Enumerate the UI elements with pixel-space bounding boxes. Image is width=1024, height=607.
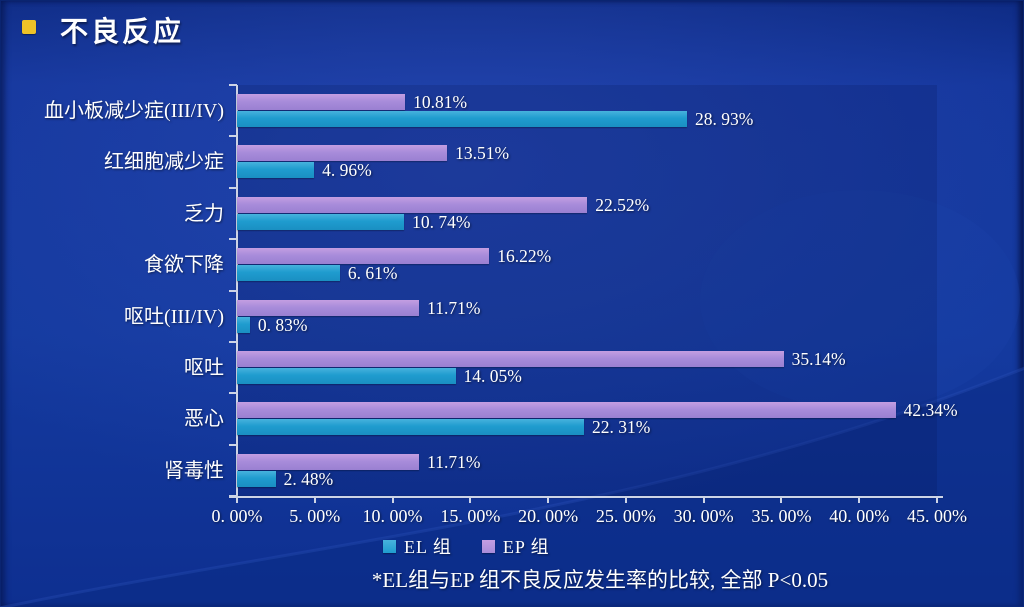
category-label: 乏力 [184, 202, 224, 225]
x-axis-tick-label: 45. 00% [907, 506, 967, 526]
legend-swatch-ep-icon [481, 539, 495, 553]
x-axis-tick [313, 496, 316, 503]
x-axis-tick [624, 496, 627, 503]
category-label: 肾毒性 [164, 459, 224, 482]
bar-el-group [237, 265, 340, 282]
bar-el-group [237, 470, 276, 487]
x-axis-tick [236, 496, 238, 503]
bar-value-label-el: 28. 93% [695, 109, 754, 129]
bar-value-label-ep: 10.81% [413, 92, 468, 112]
x-axis-tick [780, 496, 783, 503]
bar-value-label-ep: 11.71% [427, 451, 481, 472]
bar-el-group [237, 316, 250, 333]
bar-ep-group [237, 402, 896, 419]
bar-value-label-ep: 13.51% [455, 143, 510, 164]
bar-value-label-el: 22. 31% [592, 417, 651, 438]
bar-value-label-ep: 42.34% [903, 400, 958, 421]
x-axis-tick [936, 496, 938, 503]
bar-ep-group [237, 145, 448, 162]
y-axis-tick [229, 238, 237, 241]
bar-ep-group [237, 350, 784, 367]
bar-value-label-el: 14. 05% [463, 365, 522, 386]
legend-item-el: EL 组 [383, 533, 452, 559]
slide-header: 不良反应 [22, 10, 184, 50]
x-axis-tick [858, 496, 861, 503]
y-axis-tick [229, 186, 237, 189]
category-label: 血小板减少症(III/IV) [44, 100, 224, 122]
bar-el-group [237, 162, 315, 179]
category-label: 红细胞减少症 [104, 151, 224, 174]
bar-ep-group [237, 248, 490, 265]
y-axis-tick [229, 495, 237, 497]
y-axis-tick [229, 443, 237, 446]
bar-el-group [237, 111, 688, 127]
footnote: *EL组与EP 组不良反应发生率的比较, 全部 P<0.05 [371, 568, 829, 592]
x-axis-tick-label: 30. 00% [673, 506, 734, 526]
bar-value-label-ep: 11.71% [427, 297, 481, 318]
y-axis-tick [229, 135, 237, 138]
x-axis-tick [702, 496, 705, 503]
y-axis-tick [229, 392, 237, 395]
bar-value-label-el: 4. 96% [322, 160, 372, 181]
category-label: 恶心 [184, 408, 224, 431]
category-label: 食欲下降 [144, 254, 224, 277]
x-axis-tick-label: 40. 00% [829, 506, 890, 526]
category-label: 呕吐(III/IV) [124, 305, 224, 328]
bar-value-label-el: 0. 83% [257, 314, 308, 335]
bar-el-group [237, 367, 456, 384]
bar-value-label-ep: 35.14% [791, 348, 846, 369]
bar-el-group [237, 419, 585, 436]
bar-ep-group [237, 196, 588, 213]
bar-ep-group [237, 453, 420, 470]
x-axis-tick [547, 496, 550, 503]
x-axis-tick-label: 20. 00% [518, 506, 579, 526]
slide-title: 不良反应 [60, 16, 185, 47]
y-axis-tick [229, 289, 237, 292]
category-label: 呕吐 [184, 356, 224, 379]
x-axis-tick-label: 0. 00% [211, 506, 263, 526]
legend-item-ep: EP 组 [481, 533, 550, 559]
bar-value-label-el: 10. 74% [412, 211, 471, 232]
legend-label-ep: EP 组 [502, 537, 550, 557]
y-axis-line [236, 85, 238, 498]
x-axis-tick-label: 15. 00% [440, 506, 501, 526]
x-axis-tick [391, 496, 394, 503]
y-axis-tick [229, 340, 237, 343]
bar-value-label-el: 2. 48% [283, 468, 334, 489]
x-axis-tick-label: 10. 00% [362, 506, 423, 526]
chart-legend: EL 组 EP 组 [383, 533, 550, 559]
legend-label-el: EL 组 [404, 537, 452, 557]
x-axis-tick [469, 496, 472, 503]
y-axis-tick [229, 84, 237, 86]
title-bullet-icon [22, 20, 36, 34]
bar-value-label-el: 6. 61% [347, 263, 398, 284]
bar-value-label-ep: 16.22% [497, 246, 552, 267]
bar-el-group [237, 213, 405, 230]
bar-ep-group [237, 94, 406, 110]
x-axis-tick-label: 5. 00% [289, 506, 341, 526]
bar-ep-group [237, 299, 420, 316]
x-axis-tick-label: 25. 00% [595, 506, 656, 526]
legend-swatch-el-icon [383, 539, 396, 553]
x-axis-tick-label: 35. 00% [751, 506, 812, 526]
bar-value-label-ep: 22.52% [595, 194, 650, 215]
x-axis-line [229, 496, 943, 498]
